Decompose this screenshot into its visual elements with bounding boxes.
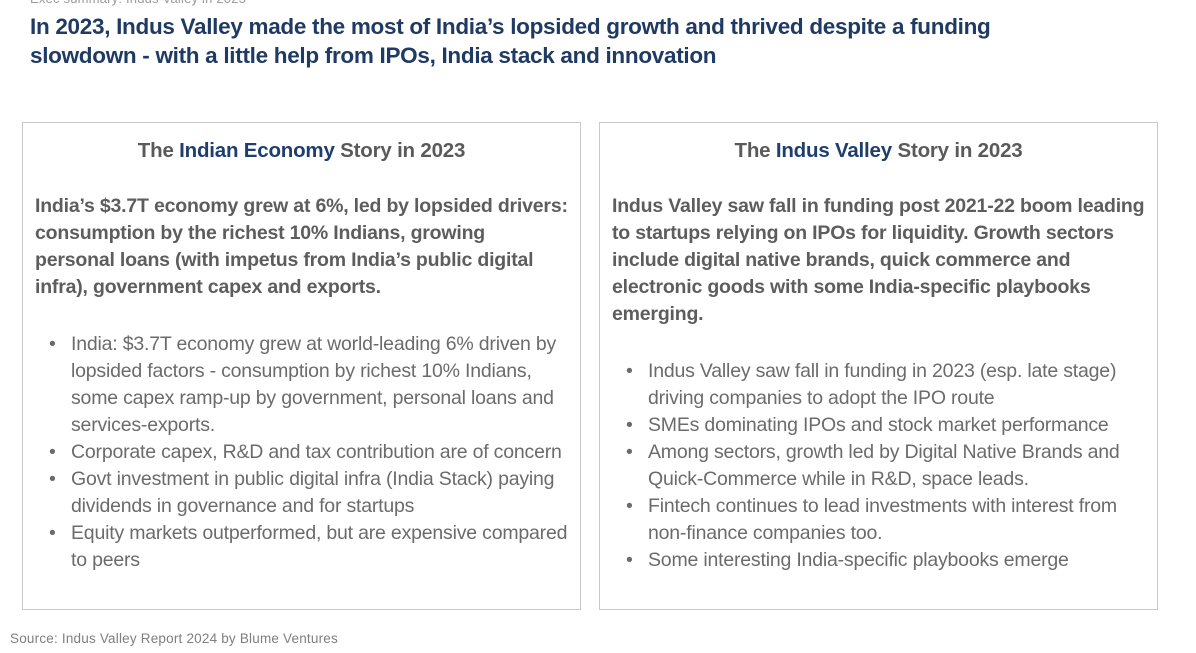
card-title-suffix: Story in 2023	[334, 139, 466, 162]
card-title-indian-economy: The Indian Economy Story in 2023	[35, 139, 568, 163]
page-title: In 2023, Indus Valley made the most of I…	[30, 12, 1130, 70]
bullet-item: Fintech continues to lead investments wi…	[612, 493, 1145, 547]
page-title-line-2: slowdown - with a little help from IPOs,…	[30, 43, 717, 68]
card-intro-indus-valley: Indus Valley saw fall in funding post 20…	[612, 195, 1145, 325]
card-title-prefix: The	[734, 139, 776, 162]
bullet-item: Corporate capex, R&D and tax contributio…	[35, 439, 568, 466]
source-attribution: Source: Indus Valley Report 2024 by Blum…	[10, 631, 338, 646]
bullet-item: India: $3.7T economy grew at world-leadi…	[35, 331, 568, 439]
page-title-line-1: In 2023, Indus Valley made the most of I…	[30, 14, 991, 39]
two-column-cards: The Indian Economy Story in 2023 India’s…	[22, 122, 1158, 610]
bullet-item: Some interesting India-specific playbook…	[612, 547, 1145, 574]
bullet-item: Indus Valley saw fall in funding in 2023…	[612, 358, 1145, 412]
card-indus-valley: The Indus Valley Story in 2023 Indus Val…	[599, 122, 1158, 610]
bullet-item: SMEs dominating IPOs and stock market pe…	[612, 412, 1145, 439]
card-bullets-indus-valley: Indus Valley saw fall in funding in 2023…	[612, 358, 1145, 574]
bullet-item: Among sectors, growth led by Digital Nat…	[612, 439, 1145, 493]
slide-kicker: Exec summary: Indus Valley in 2023	[30, 0, 246, 6]
card-title-indus-valley: The Indus Valley Story in 2023	[612, 139, 1145, 163]
card-bullets-indian-economy: India: $3.7T economy grew at world-leadi…	[35, 331, 568, 574]
card-indian-economy: The Indian Economy Story in 2023 India’s…	[22, 122, 581, 610]
card-title-highlight: Indian Economy	[179, 139, 335, 162]
bullet-item: Govt investment in public digital infra …	[35, 466, 568, 520]
card-title-prefix: The	[137, 139, 180, 162]
card-title-highlight: Indus Valley	[775, 139, 892, 162]
card-title-suffix: Story in 2023	[891, 139, 1023, 162]
bullet-item: Equity markets outperformed, but are exp…	[35, 520, 568, 574]
card-intro-indian-economy: India’s $3.7T economy grew at 6%, led by…	[35, 195, 568, 298]
